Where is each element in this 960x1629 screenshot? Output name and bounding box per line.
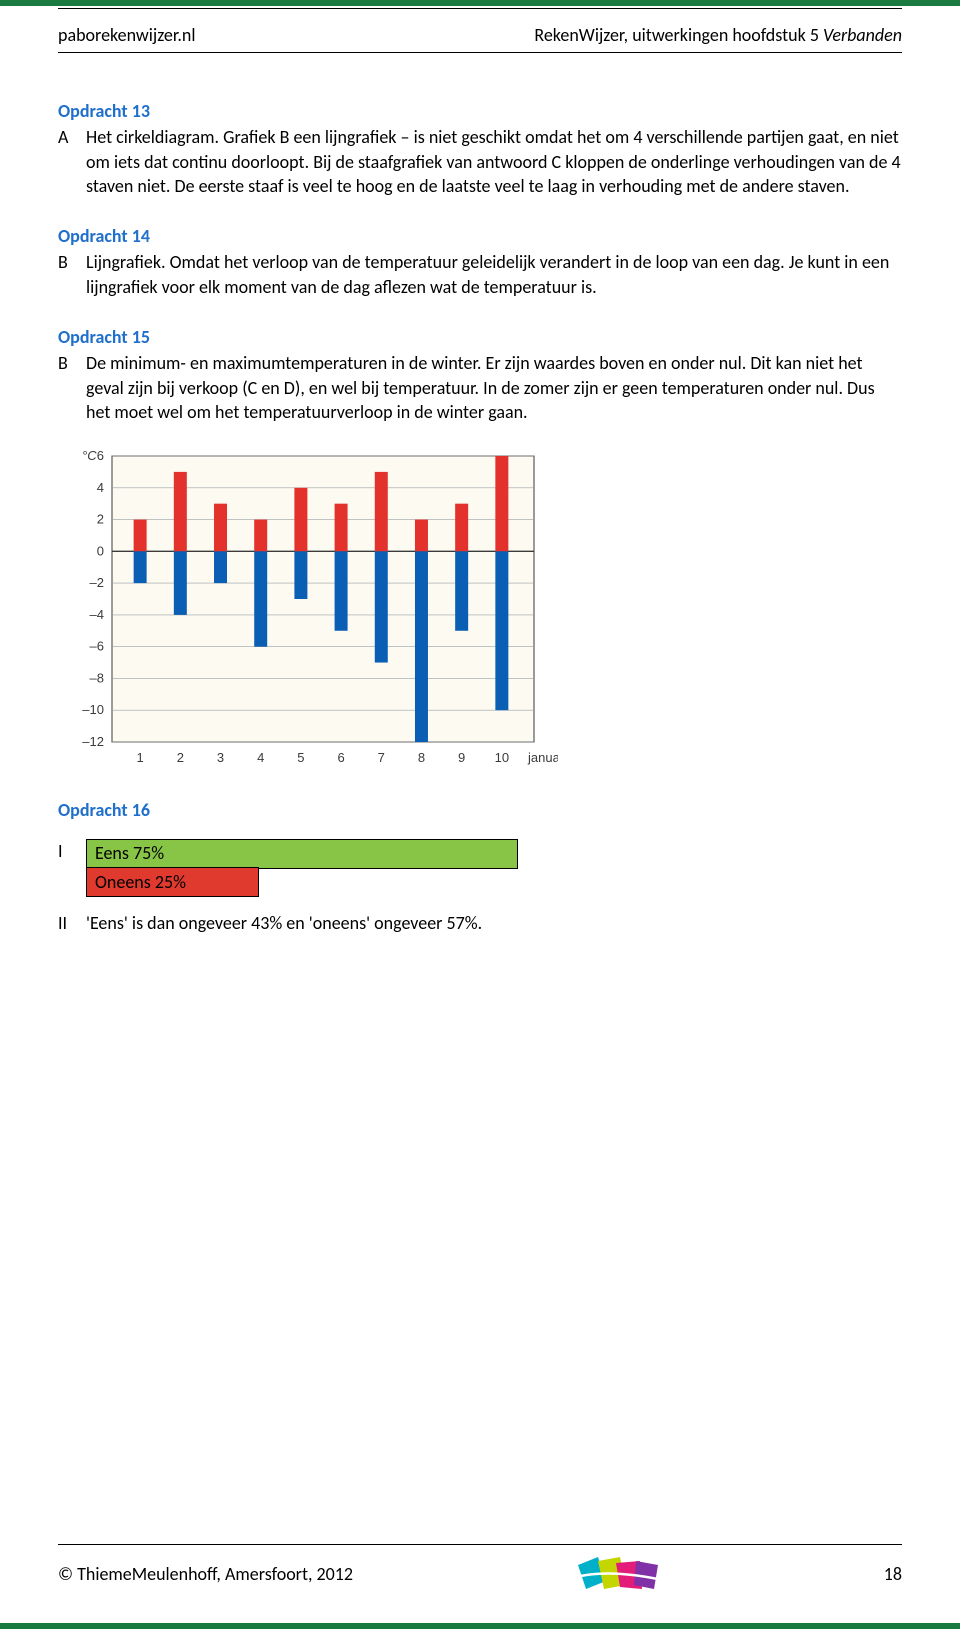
item-body: De minimum- en maximumtemperaturen in de… [86, 351, 902, 424]
svg-text:–12: –12 [82, 734, 104, 749]
svg-text:7: 7 [378, 750, 385, 765]
poll-bars: I Eens 75% Oneens 25% [58, 839, 902, 898]
item-body: 'Eens' is dan ongeveer 43% en 'oneens' o… [86, 911, 902, 935]
poll-letter: I [58, 839, 86, 898]
bar-oneens: Oneens 25% [86, 867, 259, 897]
item-letter: B [58, 351, 86, 424]
svg-text:8: 8 [418, 750, 425, 765]
content-body: Opdracht 13 A Het cirkeldiagram. Grafiek… [58, 53, 902, 935]
item-letter: A [58, 125, 86, 198]
svg-text:10: 10 [495, 750, 509, 765]
svg-text:9: 9 [458, 750, 465, 765]
header-left: paborekenwijzer.nl [58, 24, 195, 46]
opdracht15-item: B De minimum- en maximumtemperaturen in … [58, 351, 902, 424]
opdracht15-title: Opdracht 15 [58, 325, 902, 349]
svg-text:–4: –4 [90, 607, 104, 622]
opdracht16-title: Opdracht 16 [58, 798, 902, 822]
svg-text:–6: –6 [90, 639, 104, 654]
svg-text:4: 4 [97, 480, 104, 495]
footer-page-number: 18 [884, 1563, 902, 1585]
svg-text:2: 2 [177, 750, 184, 765]
item-letter: II [58, 911, 86, 935]
header-right: RekenWijzer, uitwerkingen hoofdstuk 5 Ve… [534, 24, 902, 46]
svg-text:0: 0 [97, 544, 104, 559]
opdracht14-item: B Lijngrafiek. Omdat het verloop van de … [58, 250, 902, 299]
svg-text:–8: –8 [90, 671, 104, 686]
item-body: Het cirkeldiagram. Grafiek B een lijngra… [86, 125, 902, 198]
opdracht14-title: Opdracht 14 [58, 224, 902, 248]
svg-text:°C: °C [82, 448, 97, 463]
svg-text:–2: –2 [90, 575, 104, 590]
svg-text:6: 6 [97, 448, 104, 463]
svg-text:6: 6 [337, 750, 344, 765]
svg-text:2: 2 [97, 512, 104, 527]
item-body: Lijngrafiek. Omdat het verloop van de te… [86, 250, 902, 299]
temperature-chart: 6 4 2 0 –2 –4 –6 –8 –10 –12 °C 1 2 3 4 5 6 7 8 9 10 januari [58, 442, 902, 772]
publisher-logo-icon [558, 1551, 678, 1597]
svg-text:4: 4 [257, 750, 264, 765]
page-header: paborekenwijzer.nl RekenWijzer, uitwerki… [58, 0, 902, 46]
svg-text:1: 1 [137, 750, 144, 765]
opdracht13-item: A Het cirkeldiagram. Grafiek B een lijng… [58, 125, 902, 198]
page-footer: © ThiemeMeulenhoff, Amersfoort, 2012 18 [58, 1544, 902, 1597]
opdracht13-title: Opdracht 13 [58, 99, 902, 123]
opdracht16-line2: II 'Eens' is dan ongeveer 43% en 'oneens… [58, 911, 902, 935]
item-letter: B [58, 250, 86, 299]
bar-eens: Eens 75% [86, 839, 518, 869]
svg-text:5: 5 [297, 750, 304, 765]
svg-text:3: 3 [217, 750, 224, 765]
svg-text:–10: –10 [82, 702, 104, 717]
footer-copyright: © ThiemeMeulenhoff, Amersfoort, 2012 [58, 1563, 353, 1585]
svg-text:januari: januari [527, 750, 558, 765]
